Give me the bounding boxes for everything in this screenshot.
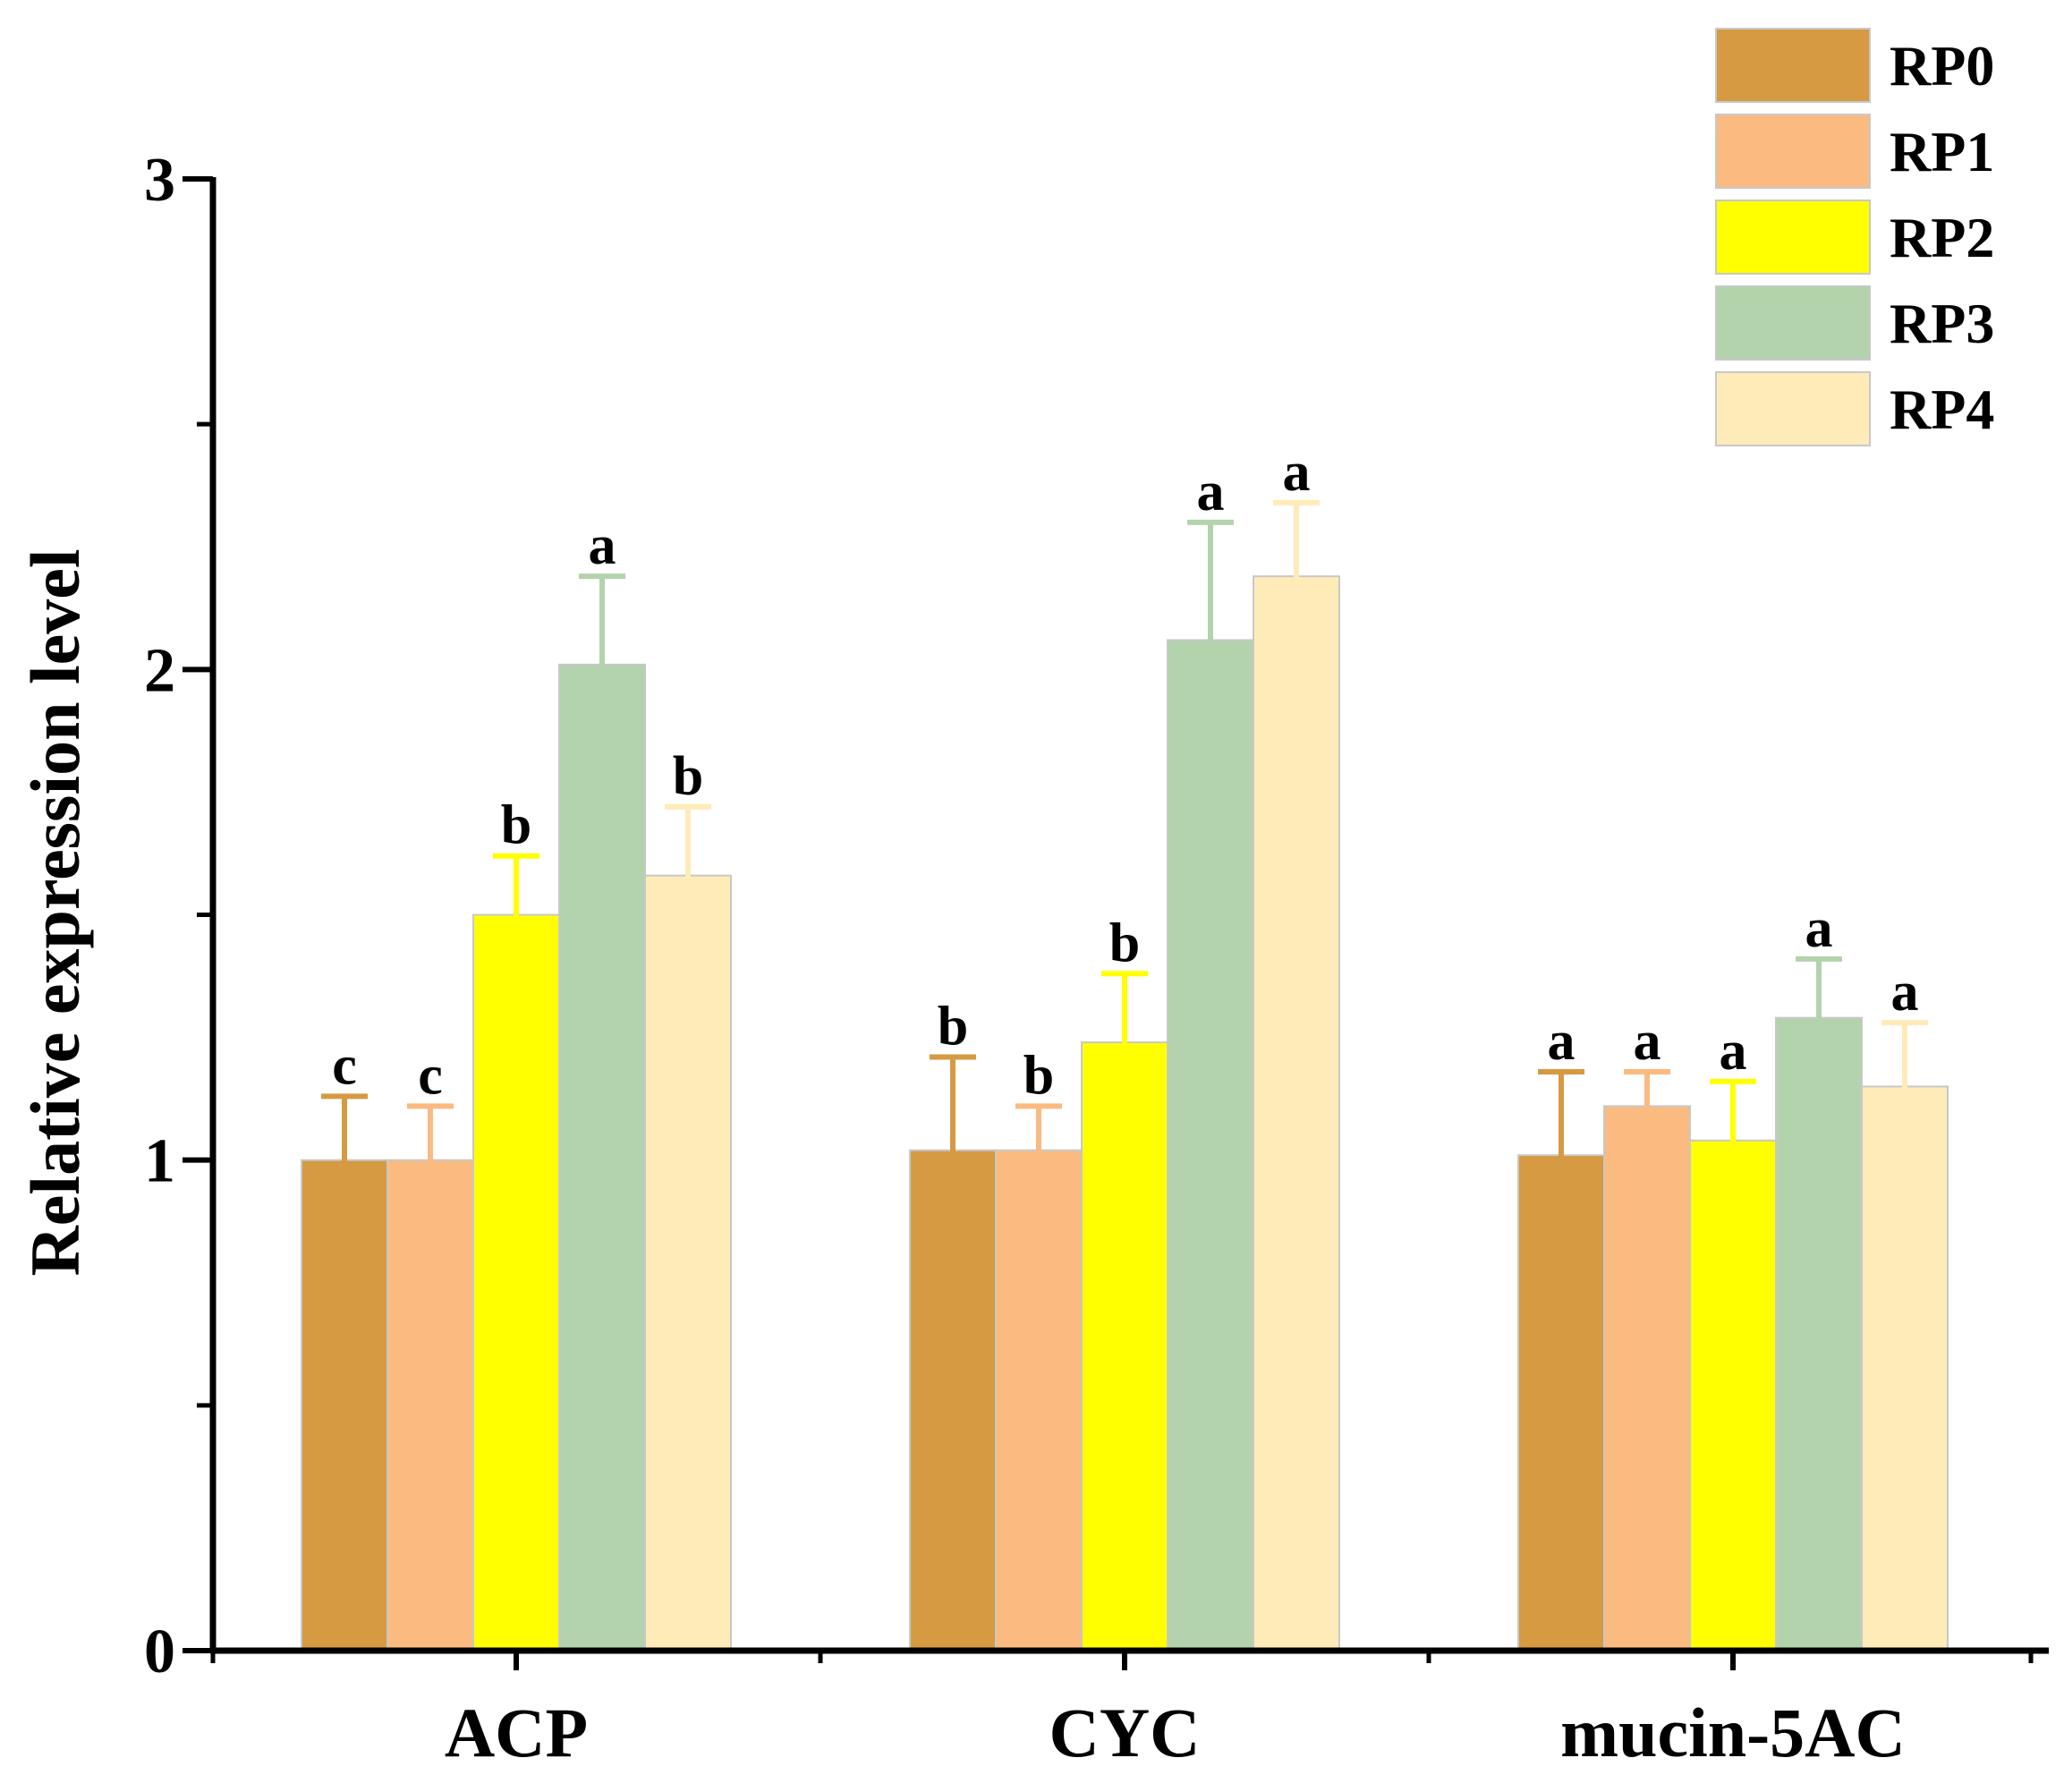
bar-rp4-acp [644, 874, 732, 1652]
significance-label-rp1-cyc: b [1024, 1045, 1054, 1106]
error-bar-rp1-cyc [1015, 1103, 1062, 1198]
error-bar-rp2-cyc [1101, 971, 1148, 1114]
axes: 0 1 2 3 ACP CYC mucin-5AC [144, 146, 2049, 1771]
significance-label-rp4-acp: b [673, 746, 703, 807]
y-tick-label: 1 [144, 1127, 175, 1196]
significance-label-rp3-acp: a [589, 515, 616, 576]
error-bar-rp0-mucin-5ac [1538, 1068, 1584, 1242]
error-bar-rp1-acp [407, 1103, 454, 1217]
significance-label-rp1-mucin-5ac: a [1634, 1011, 1661, 1072]
bar-rp1-mucin-5ac [1603, 1105, 1691, 1652]
y-tick-label: 0 [144, 1618, 175, 1686]
significance-label-rp0-mucin-5ac: a [1548, 1011, 1576, 1072]
bar-rp3-cyc [1167, 639, 1254, 1652]
error-bar-rp0-acp [321, 1093, 368, 1227]
legend-label-rp2: RP2 [1890, 206, 1994, 269]
legend-item-rp4: RP4 [1715, 371, 1994, 446]
legend-item-rp0: RP0 [1715, 28, 1994, 103]
error-bar-rp2-mucin-5ac [1710, 1078, 1756, 1202]
significance-label-rp0-cyc: b [938, 997, 968, 1057]
bar-rp4-cyc [1253, 575, 1340, 1652]
significance-label-rp0-acp: c [332, 1035, 357, 1096]
significance-label-rp2-acp: b [501, 795, 531, 856]
legend-label-rp0: RP0 [1890, 34, 1994, 98]
significance-label-rp1-acp: c [418, 1045, 443, 1106]
bar-rp2-acp [472, 913, 560, 1652]
bar-rp0-acp [301, 1159, 388, 1652]
legend-swatch-rp2 [1715, 200, 1871, 275]
x-tick-label-acp: ACP [445, 1694, 588, 1771]
error-bar-rp1-mucin-5ac [1624, 1068, 1670, 1143]
x-tick-label-mucin-5ac: mucin-5AC [1560, 1694, 1906, 1771]
legend: RP0 RP1 RP2 RP3 RP4 [1715, 28, 1994, 446]
legend-label-rp1: RP1 [1890, 120, 1994, 183]
error-bar-rp4-cyc [1273, 499, 1320, 653]
bar-rp3-mucin-5ac [1775, 1016, 1863, 1652]
bar-rp2-mucin-5ac [1689, 1139, 1777, 1652]
significance-label-rp2-cyc: b [1109, 913, 1140, 973]
x-tick-label-cyc: CYC [1049, 1694, 1201, 1771]
error-bar-rp4-acp [665, 803, 711, 947]
significance-label-rp4-cyc: a [1283, 442, 1311, 503]
legend-label-rp3: RP3 [1890, 292, 1994, 355]
significance-label-rp3-mucin-5ac: a [1805, 898, 1833, 959]
error-bars-layer [321, 499, 1928, 1246]
bar-rp1-cyc [995, 1149, 1083, 1652]
error-bar-rp3-mucin-5ac [1796, 955, 1842, 1080]
error-bar-rp4-mucin-5ac [1881, 1020, 1928, 1153]
bar-rp4-mucin-5ac [1861, 1085, 1949, 1652]
significance-label-rp4-mucin-5ac: a [1891, 962, 1919, 1023]
bar-rp2-cyc [1081, 1041, 1168, 1652]
significance-label-rp2-mucin-5ac: a [1720, 1021, 1747, 1082]
legend-label-rp4: RP4 [1890, 378, 1994, 441]
significance-label-rp3-cyc: a [1197, 462, 1225, 522]
bar-rp1-acp [386, 1159, 474, 1652]
y-axis-label: Relative expression level [16, 548, 94, 1276]
legend-swatch-rp1 [1715, 114, 1871, 189]
error-bar-rp3-cyc [1187, 519, 1234, 761]
legend-item-rp2: RP2 [1715, 200, 1994, 275]
legend-swatch-rp4 [1715, 371, 1871, 446]
legend-item-rp3: RP3 [1715, 285, 1994, 361]
legend-swatch-rp0 [1715, 28, 1871, 103]
error-bar-rp2-acp [493, 853, 539, 977]
y-tick-label: 2 [144, 636, 175, 705]
legend-item-rp1: RP1 [1715, 114, 1994, 189]
error-bar-rp0-cyc [930, 1054, 976, 1246]
legend-swatch-rp3 [1715, 285, 1871, 361]
y-tick-label: 3 [144, 146, 175, 215]
bar-rp3-acp [558, 663, 646, 1652]
error-bar-rp3-acp [579, 573, 625, 756]
